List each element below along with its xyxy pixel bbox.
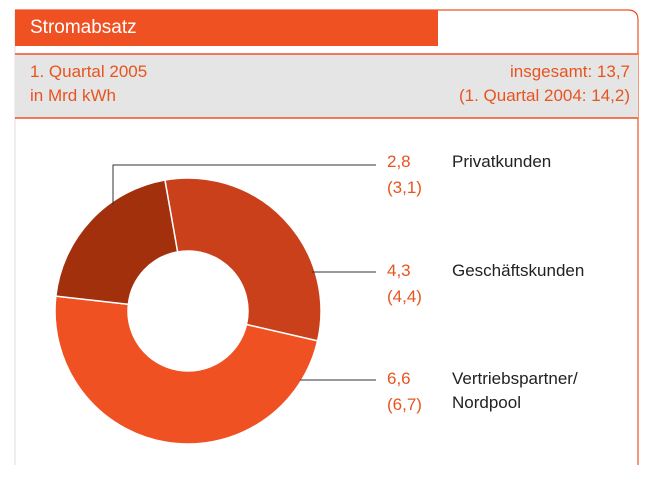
title-bar <box>15 10 438 46</box>
slice <box>54 295 319 445</box>
leader-line <box>112 164 376 205</box>
value-label: 4,3 <box>387 261 411 280</box>
previous-value-label: (3,1) <box>387 178 422 197</box>
slice <box>55 179 179 306</box>
info-band <box>15 54 638 118</box>
period: 1. Quartal 2005 <box>30 62 148 81</box>
previous-value-label: (4,4) <box>387 287 422 306</box>
unit: in Mrd kWh <box>30 86 116 105</box>
value-label: 6,6 <box>387 369 411 388</box>
title: Stromabsatz <box>30 17 137 38</box>
category-label: Privatkunden <box>452 152 552 171</box>
previous-total: (1. Quartal 2004: 14,2) <box>458 86 630 105</box>
value-label: 2,8 <box>387 152 411 171</box>
slice <box>164 177 322 342</box>
category-label: Vertriebspartner/ Nordpool <box>452 369 578 412</box>
previous-value-label: (6,7) <box>387 395 422 414</box>
total: insgesamt: 13,7 <box>509 62 630 81</box>
category-label: Geschäftskunden <box>452 261 585 280</box>
frame-border <box>15 9 639 465</box>
donut <box>54 164 376 445</box>
